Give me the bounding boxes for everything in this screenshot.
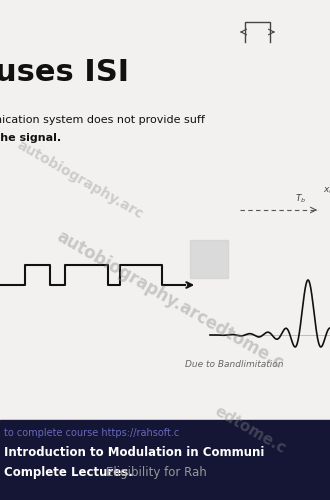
- Text: to complete course https://rahsoft.c: to complete course https://rahsoft.c: [4, 428, 179, 438]
- Text: nication system does not provide suff: nication system does not provide suff: [0, 115, 205, 125]
- Text: Due to Bandlimitation: Due to Bandlimitation: [185, 360, 283, 369]
- Text: autobiography.arcedtome.c: autobiography.arcedtome.c: [53, 228, 287, 372]
- Text: $T_b$: $T_b$: [295, 192, 306, 205]
- Text: uses ISI: uses ISI: [0, 58, 129, 87]
- Text: edtome.c: edtome.c: [212, 404, 288, 456]
- Text: $x_t$: $x_t$: [323, 185, 330, 196]
- Text: Introduction to Modulation in Communi: Introduction to Modulation in Communi: [4, 446, 264, 459]
- Text: Complete Lectures.: Complete Lectures.: [4, 466, 137, 479]
- Text: autobiography.arc: autobiography.arc: [15, 138, 146, 222]
- Text: Eligibility for Rah: Eligibility for Rah: [106, 466, 207, 479]
- Bar: [190, 240, 228, 278]
- Text: the signal.: the signal.: [0, 133, 61, 143]
- Bar: [0, 420, 330, 500]
